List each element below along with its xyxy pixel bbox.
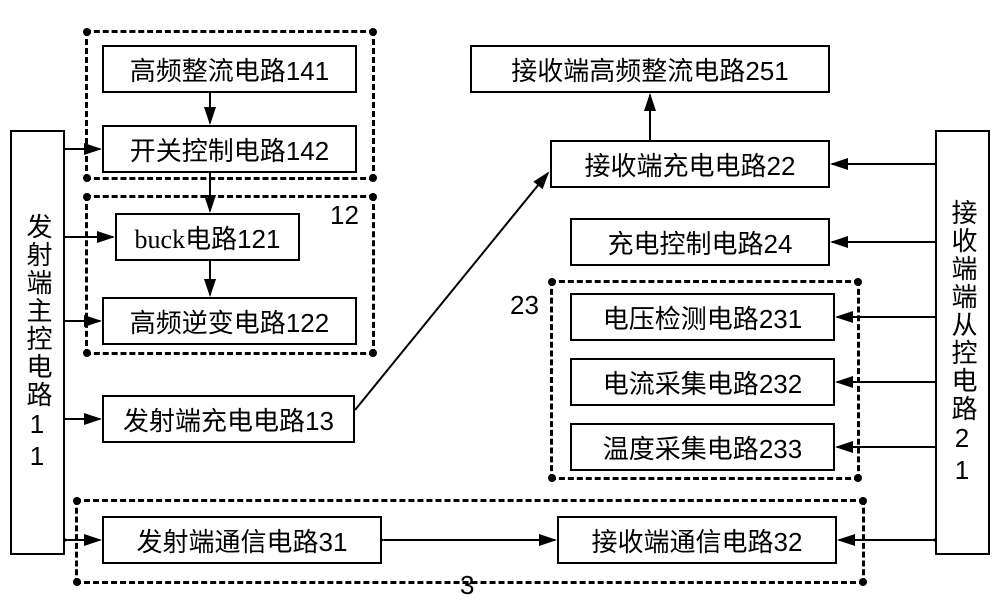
b31-num: 31 <box>319 527 348 557</box>
b141-label: 高频整流电路 <box>130 57 286 86</box>
b122-label: 高频逆变电路 <box>130 309 286 338</box>
b122-num: 122 <box>286 308 329 338</box>
group-3-label: 3 <box>460 570 474 601</box>
b32-num: 32 <box>774 527 803 557</box>
tx-main-controller-num: 11 <box>22 409 52 473</box>
b24-label: 充电控制电路 <box>608 230 764 259</box>
rx-hf-rectifier-251: 接收端高频整流电路251 <box>470 45 830 93</box>
b232-label: 电流采集电路 <box>603 370 759 399</box>
b142-label: 开关控制电路 <box>130 137 286 166</box>
b142-num: 142 <box>286 136 329 166</box>
charge-control-24: 充电控制电路24 <box>570 218 830 266</box>
tx-main-controller: 发射端主控电路11 <box>10 130 65 555</box>
b121-label: buck电路 <box>135 225 238 254</box>
voltage-detect-231: 电压检测电路231 <box>570 293 835 341</box>
hf-rectifier-141: 高频整流电路141 <box>102 45 357 93</box>
tx-comm-31: 发射端通信电路31 <box>102 516 382 564</box>
rx-charge-22: 接收端充电电路22 <box>550 140 830 188</box>
b22-num: 22 <box>767 151 796 181</box>
group-23-label: 23 <box>510 290 539 321</box>
b231-label: 电压检测电路 <box>603 305 759 334</box>
b232-num: 232 <box>759 369 802 399</box>
switch-control-142: 开关控制电路142 <box>102 125 357 173</box>
b251-label: 接收端高频整流电路 <box>511 57 745 86</box>
hf-inverter-122: 高频逆变电路122 <box>102 297 357 345</box>
current-acq-232: 电流采集电路232 <box>570 358 835 406</box>
b24-num: 24 <box>764 229 793 259</box>
temp-acq-233: 温度采集电路233 <box>570 423 835 471</box>
b32-label: 接收端通信电路 <box>592 528 774 557</box>
tx-charge-13: 发射端充电电路13 <box>102 395 355 443</box>
b251-num: 251 <box>745 56 788 86</box>
b233-label: 温度采集电路 <box>603 435 759 464</box>
b22-label: 接收端充电电路 <box>585 152 767 181</box>
tx-main-controller-label: 发射端主控电路 <box>23 213 52 409</box>
b141-num: 141 <box>286 56 329 86</box>
rx-slave-controller-label: 接收端端从控电路 <box>948 199 977 423</box>
b231-num: 231 <box>759 304 802 334</box>
b121-num: 121 <box>237 224 280 254</box>
rx-slave-controller: 接收端端从控电路21 <box>935 130 990 555</box>
rx-comm-32: 接收端通信电路32 <box>557 516 837 564</box>
b233-num: 233 <box>759 434 802 464</box>
group-12-label: 12 <box>330 200 359 231</box>
rx-slave-controller-num: 21 <box>947 423 977 487</box>
buck-121: buck电路121 <box>115 213 300 261</box>
b31-label: 发射端通信电路 <box>137 528 319 557</box>
b13-label: 发射端充电电路 <box>123 407 305 436</box>
b13-num: 13 <box>305 406 334 436</box>
